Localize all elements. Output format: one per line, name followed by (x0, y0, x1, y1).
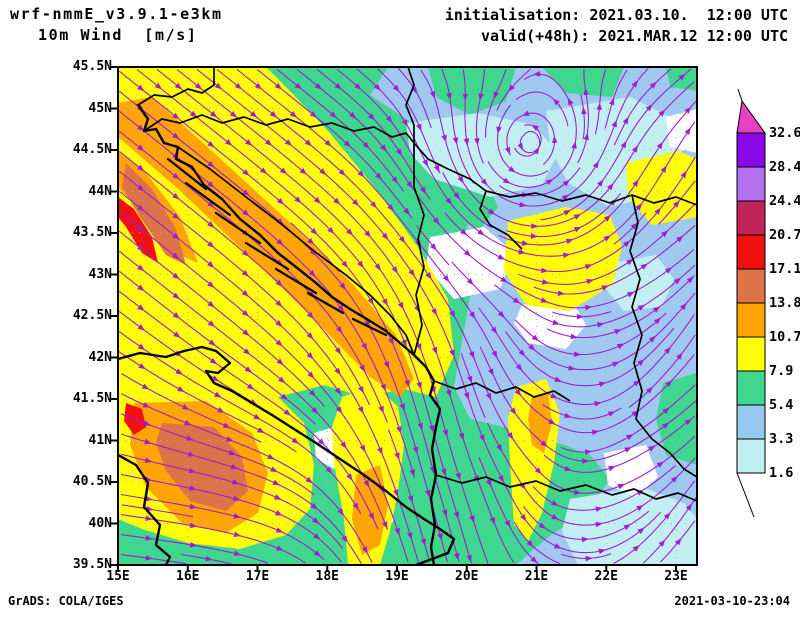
lat-label: 40N (88, 515, 112, 531)
colorbar-value: 3.3 (769, 431, 794, 447)
field-green-patch (542, 67, 624, 97)
colorbar-tail-line (736, 472, 755, 518)
field-orange-band (118, 97, 414, 397)
colorbar-segment (736, 302, 766, 338)
colorbar-value: 5.4 (769, 397, 794, 413)
creation-timestamp: 2021-03-10-23:04 (674, 594, 790, 608)
lat-label: 41.5N (72, 391, 112, 406)
field-red-maximum (118, 197, 158, 263)
colorbar-segment (736, 336, 766, 372)
lat-label: 40.5N (72, 474, 112, 489)
lat-label: 39.5N (72, 557, 112, 572)
lon-label: 21E (524, 569, 549, 584)
border-serbia (413, 143, 425, 356)
border-kosovo-macedonia (433, 380, 571, 402)
colorbar-value: 1.6 (769, 465, 794, 481)
border-bulgaria (629, 194, 697, 478)
lat-label: 43N (88, 266, 112, 282)
lon-label: 18E (315, 569, 339, 584)
variable-title: 10m Wind [m/s] (38, 26, 198, 44)
colorbar-segment (736, 370, 766, 406)
lat-label: 42N (88, 349, 112, 365)
border-danube (405, 67, 523, 250)
wind-map-figure (111, 66, 698, 572)
colorbar-value: 32.6 (769, 125, 800, 141)
border-greece (435, 474, 697, 502)
adriatic-islands (166, 157, 388, 337)
border-slovenia (137, 67, 215, 106)
colorbar-value: 10.7 (769, 329, 800, 345)
colorbar-segment (736, 404, 766, 440)
colorbar-segment (736, 268, 766, 304)
colorbar-segment (736, 132, 766, 168)
colorbar-value: 7.9 (769, 363, 794, 379)
border-romania (485, 190, 697, 206)
lon-label: 15E (106, 569, 130, 584)
lat-label: 43.5N (72, 225, 112, 240)
colorbar-segment (736, 234, 766, 270)
model-title: wrf-nmmE_v3.9.1-e3km (10, 5, 223, 23)
lon-label: 17E (245, 569, 270, 584)
colorbar-value: 17.1 (769, 261, 800, 277)
field-yellow-east (504, 207, 622, 311)
map-canvas (118, 67, 697, 565)
colorbar-arrow-tip (736, 99, 766, 134)
colorbar-value: 28.4 (769, 159, 800, 175)
wind-speed-field (118, 67, 697, 565)
run-info: initialisation: 2021.03.10. 12:00 UTC val… (445, 5, 788, 47)
colorbar-value: 24.4 (769, 193, 800, 209)
lat-label: 44.5N (72, 142, 112, 157)
axis-ticks (111, 66, 677, 572)
italy-west-coastline (118, 453, 172, 565)
lon-label: 23E (664, 569, 688, 584)
lat-label: 45.5N (72, 59, 112, 74)
lon-label: 20E (455, 569, 479, 584)
lon-label: 22E (594, 569, 618, 584)
lat-label: 44N (88, 183, 112, 199)
colorbar (736, 88, 766, 518)
colorbar-segment (736, 438, 766, 474)
field-calm-patch (666, 109, 697, 153)
field-yellow-east (626, 151, 697, 225)
lat-label: 42.5N (72, 308, 112, 323)
field-orange-streak (352, 465, 388, 555)
colorbar-tip-line (737, 88, 743, 102)
lon-label: 16E (176, 569, 200, 584)
init-time-label: initialisation: 2021.03.10. 12:00 UTC (444, 6, 788, 24)
italy-coastline (118, 345, 456, 565)
field-calm-patch (604, 445, 658, 497)
border-bosnia (177, 146, 415, 356)
valid-time-label: valid(+48h): 2021.MAR.12 12:00 UTC (480, 27, 788, 45)
field-green-patch (656, 373, 697, 465)
lon-label: 19E (385, 569, 409, 584)
lat-label: 41N (88, 432, 112, 448)
colorbar-value: 13.8 (769, 295, 800, 311)
croatia-albania-coastline (136, 103, 442, 565)
coastlines-borders (118, 67, 697, 565)
colorbar-segment (736, 166, 766, 202)
colorbar-segment (736, 200, 766, 236)
lat-label: 45N (88, 100, 112, 116)
colorbar-value: 20.7 (769, 227, 800, 243)
wind-streamlines (118, 67, 697, 565)
grads-credit: GrADS: COLA/IGES (8, 594, 124, 608)
field-orange-patch (528, 393, 552, 453)
border-north (143, 114, 415, 144)
field-salmon-patch (156, 423, 248, 511)
